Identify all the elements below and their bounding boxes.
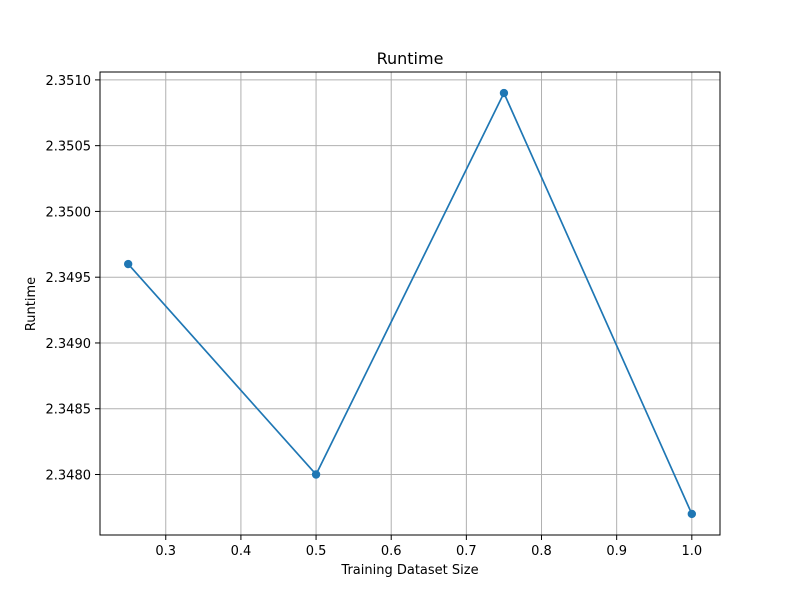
x-tick-label: 0.8 [531, 544, 552, 559]
y-axis-title: Runtime [24, 277, 39, 331]
x-tick-label: 0.6 [381, 544, 402, 559]
y-tick-label: 2.3485 [46, 403, 92, 418]
series [123, 88, 697, 519]
x-tick-label: 0.9 [606, 544, 627, 559]
y-tick-label: 2.3480 [46, 468, 92, 483]
y-tick-label: 2.3490 [46, 337, 92, 352]
data-point [311, 470, 321, 479]
x-tick-label: 0.7 [456, 544, 477, 559]
x-tick-label: 0.5 [306, 544, 327, 559]
y-tick-label: 2.3500 [46, 205, 92, 220]
data-point [687, 509, 697, 519]
y-tick-label: 2.3505 [46, 140, 92, 155]
x-tick-label: 1.0 [681, 544, 702, 559]
y-tick-label: 2.3510 [46, 74, 92, 89]
x-axis-title: Training Dataset Size [340, 563, 478, 578]
grid [100, 72, 720, 535]
series-line [127, 92, 693, 515]
x-tick-label: 0.4 [231, 544, 252, 559]
data-point [123, 259, 133, 269]
ticks: 0.3 0.4 0.5 0.6 0.7 0.8 0.9 1.0 2.3480 2.3485 2.34… [46, 74, 703, 559]
plot-frame [99, 71, 721, 536]
x-tick-label: 0.3 [155, 544, 176, 559]
chart-title: Runtime [377, 49, 444, 68]
data-point [499, 88, 509, 98]
y-tick-label: 2.3495 [46, 271, 92, 286]
